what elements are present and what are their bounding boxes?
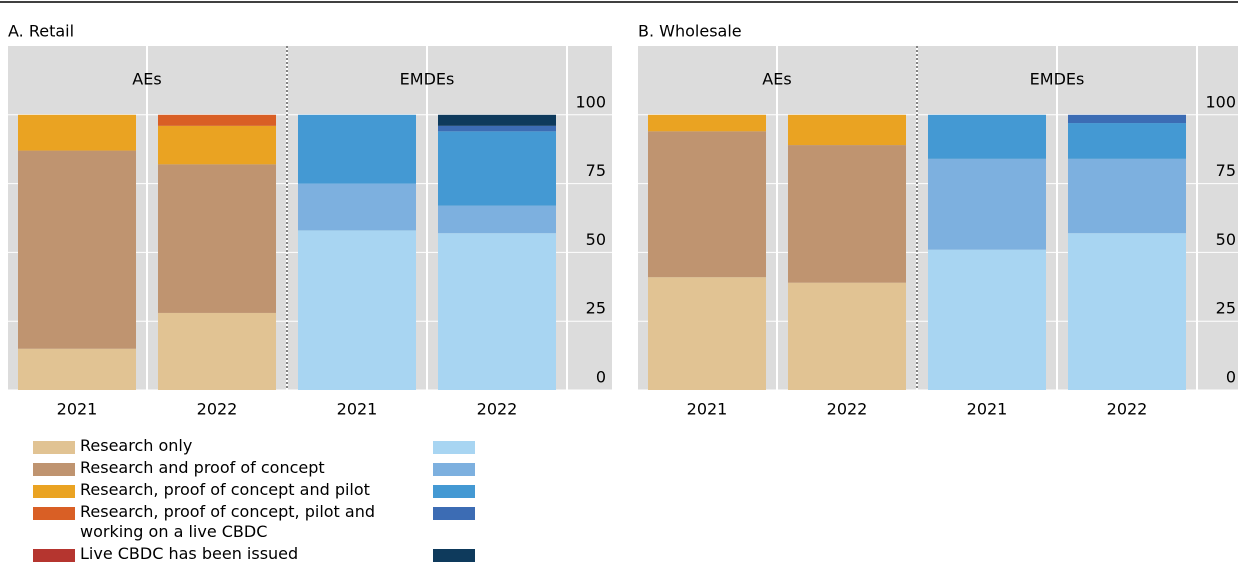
legend-entry: Research, proof of concept and pilot — [33, 480, 493, 500]
legend-label: Research only — [80, 436, 193, 455]
bar-segment — [18, 114, 136, 151]
axis-bg — [568, 46, 612, 390]
bar-segment — [298, 114, 416, 184]
legend: Research only Research and proof of conce… — [33, 436, 493, 566]
legend-swatch — [433, 549, 475, 562]
x-tick-label: 2022 — [1107, 400, 1148, 419]
legend-swatch — [33, 485, 75, 498]
bar-segment — [1068, 123, 1186, 159]
bar-segment — [438, 205, 556, 234]
x-tick-label: 2021 — [337, 400, 378, 419]
bar-segment — [1068, 158, 1186, 234]
legend-swatch — [433, 485, 475, 498]
legend-swatch — [33, 549, 75, 562]
bar-segment — [438, 125, 556, 132]
y-tick-label: 100 — [575, 92, 606, 111]
x-tick-label: 2022 — [477, 400, 518, 419]
legend-swatch — [33, 507, 75, 520]
x-tick-label: 2021 — [687, 400, 728, 419]
legend-label: Research and proof of concept — [80, 458, 325, 477]
bar-segment — [1068, 114, 1186, 124]
bar-segment — [928, 249, 1046, 390]
bar-segment — [158, 164, 276, 313]
legend-entry: Live CBDC has been issued — [33, 544, 493, 564]
bar-segment — [438, 233, 556, 390]
x-tick-label: 2022 — [197, 400, 238, 419]
x-tick-label: 2022 — [827, 400, 868, 419]
bar-segment — [18, 150, 136, 349]
panel-title: A. Retail — [8, 22, 74, 41]
bar-segment — [1068, 233, 1186, 390]
bar-segment — [788, 114, 906, 146]
bar-segment — [648, 114, 766, 132]
y-tick-label: 75 — [586, 161, 606, 180]
legend-swatch — [433, 463, 475, 476]
bar-segment — [158, 114, 276, 126]
legend-entry: Research only — [33, 436, 493, 456]
legend-swatch — [433, 441, 475, 454]
legend-entry: Research and proof of concept — [33, 458, 493, 478]
bar-segment — [298, 183, 416, 231]
bar-segment — [788, 282, 906, 390]
group-label: AEs — [132, 70, 161, 89]
group-label: AEs — [762, 70, 791, 89]
y-tick-label: 50 — [586, 230, 606, 249]
axis-bg — [1198, 46, 1238, 390]
bar-segment — [298, 230, 416, 390]
legend-entry: Research, proof of concept, pilot and wo… — [33, 502, 493, 542]
legend-label: Research, proof of concept, pilot and wo… — [80, 502, 376, 541]
y-tick-label: 25 — [586, 299, 606, 318]
bar-segment — [438, 114, 556, 126]
bar-segment — [158, 312, 276, 390]
y-tick-label: 0 — [1226, 368, 1236, 387]
legend-swatch — [433, 507, 475, 520]
x-tick-label: 2021 — [57, 400, 98, 419]
group-label: EMDEs — [1030, 70, 1085, 89]
bar-segment — [928, 114, 1046, 159]
group-label: EMDEs — [400, 70, 455, 89]
legend-label: Live CBDC has been issued — [80, 544, 299, 563]
y-tick-label: 50 — [1216, 230, 1236, 249]
bar-segment — [928, 158, 1046, 250]
y-tick-label: 25 — [1216, 299, 1236, 318]
bar-segment — [648, 277, 766, 390]
bar-segment — [158, 125, 276, 165]
y-tick-label: 0 — [596, 368, 606, 387]
bar-segment — [18, 348, 136, 390]
x-tick-label: 2021 — [967, 400, 1008, 419]
legend-swatch — [33, 463, 75, 476]
y-tick-label: 75 — [1216, 161, 1236, 180]
bar-segment — [648, 131, 766, 278]
legend-label: Research, proof of concept and pilot — [80, 480, 370, 499]
y-tick-label: 100 — [1205, 92, 1236, 111]
bar-segment — [788, 145, 906, 283]
legend-swatch — [33, 441, 75, 454]
panel-title: B. Wholesale — [638, 22, 742, 41]
bar-segment — [438, 131, 556, 206]
